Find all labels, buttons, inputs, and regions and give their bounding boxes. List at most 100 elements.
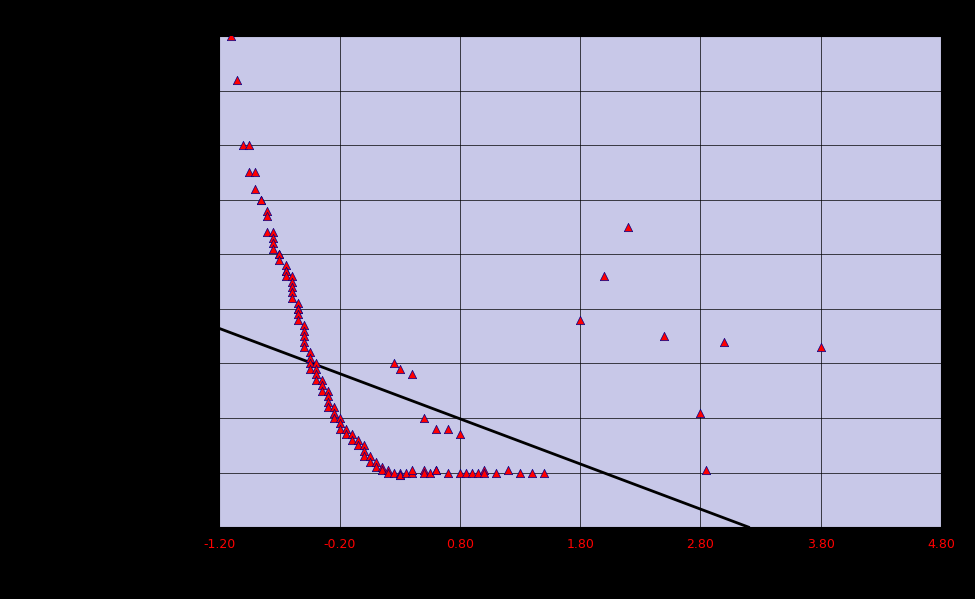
Point	[229, 75, 245, 84]
Point	[301, 347, 317, 357]
Point	[301, 359, 317, 368]
Point	[248, 168, 263, 177]
Point	[428, 465, 444, 475]
Point	[452, 468, 468, 477]
Point	[380, 465, 396, 475]
Point	[416, 468, 432, 477]
Point	[326, 413, 341, 423]
Point	[272, 255, 288, 265]
Point	[337, 424, 353, 434]
Point	[350, 435, 366, 444]
Point	[422, 468, 438, 477]
Point	[362, 452, 377, 461]
Point	[259, 211, 275, 221]
Point	[278, 271, 293, 281]
Point	[284, 277, 299, 286]
Point	[272, 249, 288, 259]
Point	[295, 337, 311, 346]
Point	[332, 413, 347, 423]
Point	[464, 468, 480, 477]
Point	[295, 342, 311, 352]
Point	[284, 271, 299, 281]
Point	[476, 465, 491, 475]
Point	[254, 195, 269, 204]
Point	[368, 462, 383, 472]
Point	[813, 342, 829, 352]
Point	[392, 468, 408, 477]
Point	[698, 465, 714, 475]
Point	[265, 233, 281, 243]
Point	[290, 298, 305, 308]
Point	[259, 228, 275, 237]
Point	[295, 331, 311, 341]
Point	[512, 468, 527, 477]
Point	[284, 293, 299, 302]
Point	[373, 462, 389, 472]
Point	[290, 310, 305, 319]
Point	[295, 326, 311, 335]
Point	[278, 266, 293, 276]
Point	[320, 403, 335, 412]
Point	[428, 424, 444, 434]
Point	[656, 331, 672, 341]
Point	[500, 465, 516, 475]
Point	[332, 424, 347, 434]
Point	[320, 391, 335, 401]
Point	[326, 403, 341, 412]
Point	[458, 468, 474, 477]
Point	[314, 380, 330, 390]
Point	[404, 468, 419, 477]
Point	[308, 359, 324, 368]
Point	[344, 429, 360, 439]
Point	[242, 168, 257, 177]
Point	[572, 315, 588, 325]
Point	[265, 238, 281, 248]
Point	[320, 386, 335, 395]
Point	[525, 468, 540, 477]
Point	[428, 465, 444, 475]
Point	[392, 470, 408, 480]
Point	[320, 397, 335, 406]
Point	[242, 140, 257, 150]
Point	[290, 304, 305, 314]
Point	[404, 370, 419, 379]
Point	[344, 435, 360, 444]
Point	[440, 424, 455, 434]
Point	[326, 408, 341, 418]
Point	[404, 465, 419, 475]
Point	[265, 244, 281, 253]
Point	[332, 419, 347, 428]
Point	[717, 337, 732, 346]
Point	[223, 31, 239, 41]
Point	[386, 468, 402, 477]
Point	[392, 470, 408, 480]
Point	[314, 375, 330, 385]
Point	[416, 413, 432, 423]
Point	[290, 304, 305, 314]
Point	[362, 457, 377, 467]
Point	[308, 364, 324, 374]
Point	[301, 353, 317, 363]
Point	[308, 375, 324, 385]
Point	[337, 429, 353, 439]
Point	[488, 468, 504, 477]
Point	[254, 195, 269, 204]
Point	[284, 288, 299, 297]
Point	[350, 440, 366, 450]
Point	[440, 468, 455, 477]
Point	[692, 408, 708, 418]
Point	[620, 222, 636, 232]
Point	[314, 386, 330, 395]
Point	[476, 468, 491, 477]
Point	[386, 359, 402, 368]
Point	[290, 315, 305, 325]
Point	[248, 184, 263, 193]
Point	[380, 468, 396, 477]
Point	[536, 468, 552, 477]
Point	[452, 429, 468, 439]
Point	[295, 320, 311, 330]
Point	[368, 457, 383, 467]
Point	[597, 271, 612, 281]
Point	[356, 440, 371, 450]
Point	[272, 249, 288, 259]
